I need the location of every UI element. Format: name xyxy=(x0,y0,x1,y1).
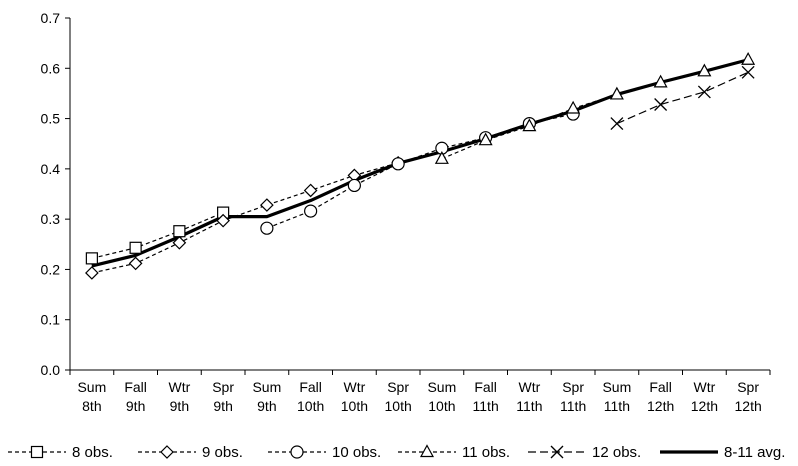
x-tick-label-line2: 12th xyxy=(647,398,674,414)
x-tick-label-line2: 9th xyxy=(213,398,232,414)
x-tick-label-line1: Fall xyxy=(649,379,672,395)
series-line-1 xyxy=(91,212,224,259)
data-point-series-2 xyxy=(172,235,187,250)
x-tick-label-line2: 10th xyxy=(297,398,324,414)
y-tick-label: 0.0 xyxy=(41,362,61,378)
x-tick-label-line1: Fall xyxy=(124,379,147,395)
y-tick-label: 0.5 xyxy=(41,111,61,127)
data-point-series-4 xyxy=(653,74,668,88)
x-marker-stroke xyxy=(610,117,624,131)
x-tick-label-line1: Sum xyxy=(427,379,456,395)
x-tick-label-line2: 10th xyxy=(385,398,412,414)
data-point-series-2 xyxy=(85,266,99,280)
data-point-series-1 xyxy=(85,252,98,265)
x-tick-label-line2: 9th xyxy=(170,398,189,414)
x-tick-label-line1: Spr xyxy=(737,379,759,395)
x-tick-label-line1: Fall xyxy=(299,379,322,395)
legend-label: 11 obs. xyxy=(462,444,510,461)
legend-label: 9 obs. xyxy=(202,444,243,461)
data-point-series-1 xyxy=(173,225,186,238)
legend-label: 12 obs. xyxy=(592,444,641,461)
x-tick-labels: Sum 8th Fall 9th Wtr 9th Spr 9th Sum 9th Fall 10th W… xyxy=(77,379,761,414)
x-tick-label-line1: Sum xyxy=(602,379,631,395)
data-point-series-4 xyxy=(566,100,581,114)
x-tick-label-line1: Fall xyxy=(474,379,497,395)
x-marker-stroke xyxy=(741,65,755,79)
legend-item-3: 10 obs. xyxy=(268,444,381,461)
series-lines xyxy=(91,58,749,274)
data-point-series-2 xyxy=(260,198,274,212)
x-marker-stroke xyxy=(697,85,711,99)
legend-item-4: 11 obs. xyxy=(398,444,510,461)
legend-swatch-marker xyxy=(290,445,304,459)
data-point-series-4 xyxy=(697,63,712,77)
x-tick-label-line1: Spr xyxy=(387,379,409,395)
x-marker-stroke xyxy=(654,98,668,111)
data-point-series-4 xyxy=(478,132,493,146)
x-tick-label-line2: 10th xyxy=(428,398,455,414)
x-tick-label-line1: Wtr xyxy=(518,379,540,395)
series-line-6 xyxy=(91,58,749,268)
y-tick-label: 0.1 xyxy=(41,312,61,328)
legend-item-6: 8-11 avg. xyxy=(660,444,785,461)
data-point-series-4 xyxy=(434,151,449,164)
x-tick-label-line2: 9th xyxy=(257,398,276,414)
x-tick-label-line2: 11th xyxy=(516,398,542,414)
legend-swatch-marker xyxy=(30,445,44,459)
x-tick-label-line2: 11th xyxy=(473,398,499,414)
data-point-series-5 xyxy=(654,98,668,111)
data-point-series-5 xyxy=(697,85,711,99)
legend-label: 8-11 avg. xyxy=(724,444,785,461)
legend-label: 10 obs. xyxy=(332,444,381,461)
y-tick-label: 0.4 xyxy=(41,161,61,177)
legend-swatch-marker xyxy=(419,444,435,458)
series-line-5 xyxy=(616,71,749,125)
data-point-series-2 xyxy=(303,183,318,198)
x-tick-label-line1: Spr xyxy=(212,379,234,395)
legend-item-1: 8 obs. xyxy=(8,444,113,461)
x-tick-label-line2: 8th xyxy=(82,398,101,414)
series-markers xyxy=(85,51,756,280)
series-line-2 xyxy=(91,162,399,274)
data-point-series-4 xyxy=(741,51,756,65)
x-tick-label-line2: 11th xyxy=(560,398,586,414)
x-tick-label-line1: Sum xyxy=(252,379,281,395)
x-tick-label-line1: Wtr xyxy=(168,379,190,395)
data-point-series-4 xyxy=(609,86,624,100)
legend-label: 8 obs. xyxy=(72,444,113,461)
x-tick-label-line2: 12th xyxy=(735,398,762,414)
x-tick-label-line1: Sum xyxy=(77,379,106,395)
y-tick-label: 0.7 xyxy=(41,10,61,26)
legend-swatch-marker xyxy=(550,445,564,459)
legend: 8 obs. 9 obs. 10 obs. 11 obs. 12 obs. 8-11 av… xyxy=(8,444,785,461)
y-tick-label: 0.3 xyxy=(41,211,61,227)
x-tick-label-line1: Wtr xyxy=(343,379,365,395)
data-point-series-5 xyxy=(741,65,755,79)
x-tick-label-line2: 10th xyxy=(341,398,368,414)
axes xyxy=(65,17,771,375)
legend-item-2: 9 obs. xyxy=(138,444,243,461)
x-tick-label-line2: 9th xyxy=(126,398,145,414)
series-layer xyxy=(85,51,756,280)
data-point-series-3 xyxy=(391,157,405,171)
x-tick-label-line1: Wtr xyxy=(693,379,715,395)
x-tick-label-line1: Spr xyxy=(562,379,584,395)
data-point-series-3 xyxy=(304,204,318,218)
data-point-series-1 xyxy=(129,241,142,254)
data-point-series-2 xyxy=(216,213,230,228)
y-tick-label: 0.6 xyxy=(41,60,61,76)
legend-swatch-marker xyxy=(160,445,174,459)
x-marker-stroke xyxy=(550,445,564,459)
data-point-series-3 xyxy=(260,221,274,235)
data-point-series-4 xyxy=(522,118,537,132)
y-tick-label: 0.2 xyxy=(41,261,61,277)
data-point-series-5 xyxy=(610,117,624,131)
x-tick-label-line2: 11th xyxy=(604,398,630,414)
data-point-series-2 xyxy=(128,256,143,271)
y-tick-labels: 0.0 0.1 0.2 0.3 0.4 0.5 0.6 0.7 xyxy=(41,10,61,378)
legend-item-5: 12 obs. xyxy=(528,444,641,461)
x-tick-label-line2: 12th xyxy=(691,398,718,414)
data-point-series-3 xyxy=(347,178,361,193)
